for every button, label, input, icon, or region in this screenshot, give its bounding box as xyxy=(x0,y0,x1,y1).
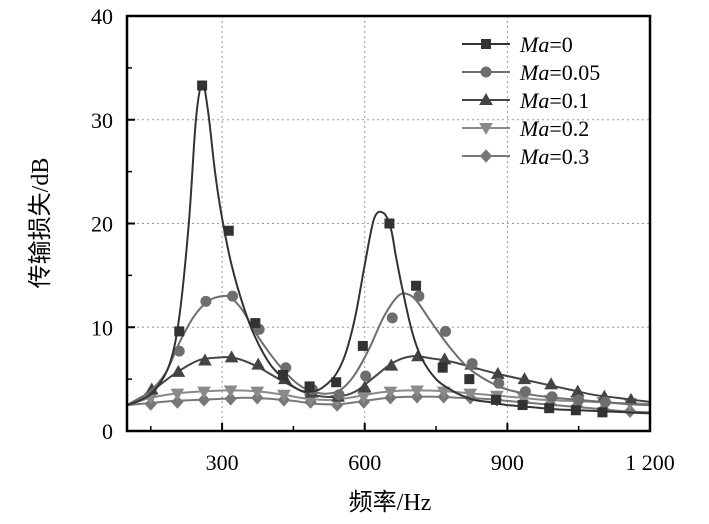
x-tick-label: 1 200 xyxy=(625,450,675,475)
legend-marker xyxy=(479,123,493,136)
data-point xyxy=(198,353,212,366)
data-point xyxy=(546,391,558,403)
data-point xyxy=(544,403,555,414)
data-point xyxy=(223,225,234,236)
data-point xyxy=(223,385,238,398)
legend-label: Ma=0.2 xyxy=(519,116,589,141)
data-point xyxy=(493,377,505,389)
data-point xyxy=(383,386,398,399)
data-point xyxy=(464,374,475,385)
data-point xyxy=(197,393,211,407)
x-tick-label: 300 xyxy=(206,450,239,475)
data-point xyxy=(197,386,211,399)
data-point xyxy=(544,377,558,390)
axis-ticks: 300 600 900 1 200 0 10 20 30 40 xyxy=(91,4,675,475)
data-point xyxy=(519,386,531,398)
legend-marker xyxy=(479,92,493,105)
legend: Ma=0 Ma=0.05 Ma=0.1 Ma=0.2 Ma=0.3 xyxy=(462,32,600,169)
y-tick-label: 40 xyxy=(91,4,113,29)
data-point xyxy=(250,386,265,399)
data-point xyxy=(224,392,237,406)
data-point xyxy=(570,405,581,416)
series-layer xyxy=(126,80,651,419)
y-tick-label: 20 xyxy=(91,212,113,237)
series-line xyxy=(126,355,651,406)
data-point xyxy=(517,400,528,411)
data-point xyxy=(224,350,239,363)
data-point xyxy=(171,364,186,377)
data-point xyxy=(466,358,478,370)
data-point xyxy=(357,340,368,351)
data-point xyxy=(599,396,611,408)
legend-label: Ma=0 xyxy=(519,32,573,57)
legend-marker xyxy=(481,39,491,49)
legend-label: Ma=0.1 xyxy=(519,88,589,113)
legend-item: Ma=0.3 xyxy=(462,144,589,169)
legend-label: Ma=0.3 xyxy=(519,144,589,169)
data-point xyxy=(200,295,212,307)
legend-item: Ma=0.05 xyxy=(462,60,600,85)
x-axis-label: 频率/Hz xyxy=(349,489,432,516)
data-point xyxy=(436,386,451,399)
data-point xyxy=(384,358,399,371)
data-point xyxy=(411,280,422,291)
x-tick-label: 900 xyxy=(491,450,524,475)
data-point xyxy=(333,389,345,401)
data-point xyxy=(277,369,288,380)
data-point xyxy=(173,345,185,357)
y-axis-label: 传输损失/dB xyxy=(27,158,54,289)
legend-item: Ma=0 xyxy=(462,32,573,57)
y-tick-label: 30 xyxy=(91,108,113,133)
data-point xyxy=(170,388,185,401)
data-point xyxy=(623,404,637,419)
data-point xyxy=(171,395,184,409)
data-point xyxy=(360,370,372,382)
legend-item: Ma=0.1 xyxy=(462,88,589,113)
data-point xyxy=(331,377,342,388)
data-point xyxy=(597,407,608,418)
data-point xyxy=(413,290,425,302)
data-point xyxy=(573,394,585,406)
data-point xyxy=(410,385,424,398)
data-point xyxy=(197,80,208,91)
data-point xyxy=(174,326,185,337)
data-point xyxy=(437,362,448,373)
data-point xyxy=(304,381,315,392)
y-tick-label: 10 xyxy=(91,315,113,340)
series-Ma=0 xyxy=(126,80,651,418)
data-point xyxy=(250,318,261,329)
data-point xyxy=(357,380,372,393)
legend-marker xyxy=(480,66,492,78)
data-point xyxy=(384,218,395,229)
data-point xyxy=(463,388,478,401)
legend-label: Ma=0.05 xyxy=(519,60,600,85)
data-point xyxy=(277,389,291,402)
data-point xyxy=(490,394,501,405)
data-point xyxy=(386,312,398,324)
legend-item: Ma=0.2 xyxy=(462,116,589,141)
data-point xyxy=(227,290,239,302)
x-tick-label: 600 xyxy=(348,450,381,475)
data-point xyxy=(517,372,532,385)
y-tick-label: 0 xyxy=(102,419,113,444)
data-point xyxy=(251,357,266,370)
data-point xyxy=(440,325,452,337)
legend-marker xyxy=(479,149,493,163)
